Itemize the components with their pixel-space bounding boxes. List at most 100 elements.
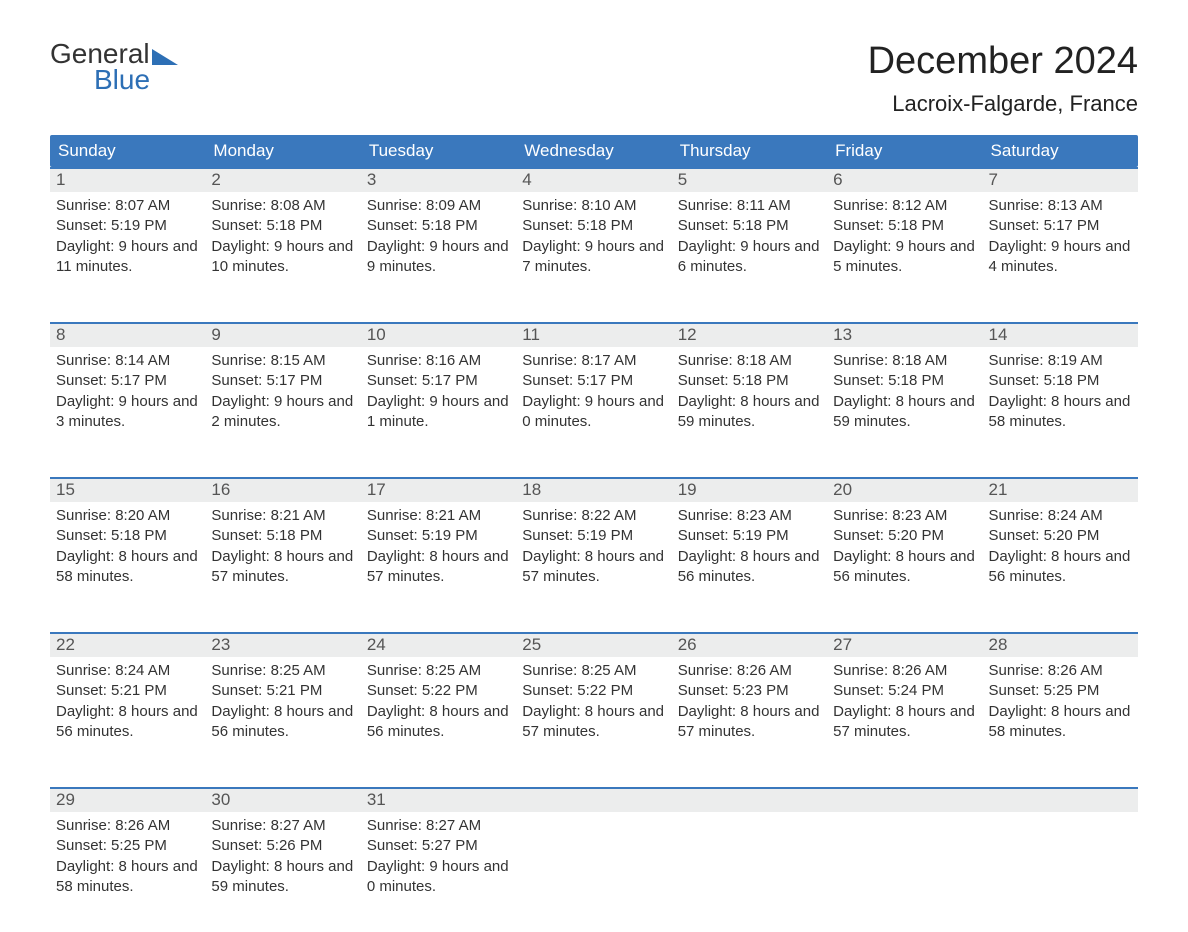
calendar-cell: Sunrise: 8:11 AMSunset: 5:18 PMDaylight:… — [672, 192, 827, 312]
sunset-text: Sunset: 5:18 PM — [678, 216, 821, 236]
sunrise-text: Sunrise: 8:14 AM — [56, 351, 199, 371]
daynum-row: 293031 — [50, 789, 1138, 812]
daylight-text: Daylight: 8 hours and 57 minutes. — [522, 702, 665, 743]
calendar-cell: Sunrise: 8:09 AMSunset: 5:18 PMDaylight:… — [361, 192, 516, 312]
day-header: Friday — [827, 135, 982, 167]
daylight-text: Daylight: 8 hours and 56 minutes. — [833, 547, 976, 588]
day-number: 17 — [361, 479, 516, 502]
title-block: December 2024 Lacroix-Falgarde, France — [868, 40, 1138, 117]
day-number: 9 — [205, 324, 360, 347]
week-row: 15161718192021Sunrise: 8:20 AMSunset: 5:… — [50, 477, 1138, 622]
sunrise-text: Sunrise: 8:25 AM — [367, 661, 510, 681]
day-header: Tuesday — [361, 135, 516, 167]
daylight-text: Daylight: 8 hours and 58 minutes. — [989, 392, 1132, 433]
day-header-row: SundayMondayTuesdayWednesdayThursdayFrid… — [50, 135, 1138, 167]
calendar-cell — [516, 812, 671, 932]
sunset-text: Sunset: 5:18 PM — [989, 371, 1132, 391]
daylight-text: Daylight: 9 hours and 5 minutes. — [833, 237, 976, 278]
sunset-text: Sunset: 5:25 PM — [56, 836, 199, 856]
day-header: Monday — [205, 135, 360, 167]
sunset-text: Sunset: 5:19 PM — [56, 216, 199, 236]
calendar-cell — [672, 812, 827, 932]
logo: General Blue — [50, 40, 178, 94]
sunrise-text: Sunrise: 8:26 AM — [833, 661, 976, 681]
calendar-cell: Sunrise: 8:23 AMSunset: 5:20 PMDaylight:… — [827, 502, 982, 622]
daylight-text: Daylight: 9 hours and 11 minutes. — [56, 237, 199, 278]
day-number: 15 — [50, 479, 205, 502]
sunset-text: Sunset: 5:18 PM — [522, 216, 665, 236]
day-number: 23 — [205, 634, 360, 657]
day-number: 8 — [50, 324, 205, 347]
calendar-cell — [827, 812, 982, 932]
sunset-text: Sunset: 5:18 PM — [678, 371, 821, 391]
calendar-cell: Sunrise: 8:27 AMSunset: 5:27 PMDaylight:… — [361, 812, 516, 932]
calendar-cell: Sunrise: 8:22 AMSunset: 5:19 PMDaylight:… — [516, 502, 671, 622]
day-number — [516, 789, 671, 812]
calendar-cell: Sunrise: 8:17 AMSunset: 5:17 PMDaylight:… — [516, 347, 671, 467]
header: General Blue December 2024 Lacroix-Falga… — [50, 40, 1138, 117]
day-number: 20 — [827, 479, 982, 502]
logo-triangle-icon — [152, 49, 178, 65]
calendar-cell: Sunrise: 8:26 AMSunset: 5:25 PMDaylight:… — [50, 812, 205, 932]
day-number: 1 — [50, 169, 205, 192]
day-number: 6 — [827, 169, 982, 192]
calendar-cell: Sunrise: 8:16 AMSunset: 5:17 PMDaylight:… — [361, 347, 516, 467]
calendar-cell: Sunrise: 8:18 AMSunset: 5:18 PMDaylight:… — [827, 347, 982, 467]
daylight-text: Daylight: 8 hours and 57 minutes. — [678, 702, 821, 743]
calendar-cell: Sunrise: 8:13 AMSunset: 5:17 PMDaylight:… — [983, 192, 1138, 312]
month-title: December 2024 — [868, 40, 1138, 83]
calendar-cell: Sunrise: 8:25 AMSunset: 5:22 PMDaylight:… — [516, 657, 671, 777]
calendar-cell: Sunrise: 8:14 AMSunset: 5:17 PMDaylight:… — [50, 347, 205, 467]
daynum-row: 1234567 — [50, 169, 1138, 192]
day-header: Thursday — [672, 135, 827, 167]
daylight-text: Daylight: 9 hours and 0 minutes. — [367, 857, 510, 898]
daylight-text: Daylight: 8 hours and 56 minutes. — [211, 702, 354, 743]
daylight-text: Daylight: 9 hours and 10 minutes. — [211, 237, 354, 278]
sunrise-text: Sunrise: 8:17 AM — [522, 351, 665, 371]
sunset-text: Sunset: 5:18 PM — [833, 216, 976, 236]
day-number: 18 — [516, 479, 671, 502]
day-number: 30 — [205, 789, 360, 812]
calendar-cell: Sunrise: 8:21 AMSunset: 5:18 PMDaylight:… — [205, 502, 360, 622]
daylight-text: Daylight: 9 hours and 0 minutes. — [522, 392, 665, 433]
day-number — [983, 789, 1138, 812]
sunrise-text: Sunrise: 8:21 AM — [367, 506, 510, 526]
sunrise-text: Sunrise: 8:24 AM — [56, 661, 199, 681]
daylight-text: Daylight: 8 hours and 56 minutes. — [678, 547, 821, 588]
calendar-cell: Sunrise: 8:20 AMSunset: 5:18 PMDaylight:… — [50, 502, 205, 622]
day-number: 28 — [983, 634, 1138, 657]
sunset-text: Sunset: 5:24 PM — [833, 681, 976, 701]
week-row: 293031Sunrise: 8:26 AMSunset: 5:25 PMDay… — [50, 787, 1138, 932]
daylight-text: Daylight: 8 hours and 59 minutes. — [678, 392, 821, 433]
day-number: 24 — [361, 634, 516, 657]
sunset-text: Sunset: 5:17 PM — [989, 216, 1132, 236]
sunset-text: Sunset: 5:23 PM — [678, 681, 821, 701]
sunset-text: Sunset: 5:25 PM — [989, 681, 1132, 701]
sunrise-text: Sunrise: 8:24 AM — [989, 506, 1132, 526]
daylight-text: Daylight: 8 hours and 56 minutes. — [989, 547, 1132, 588]
sunrise-text: Sunrise: 8:19 AM — [989, 351, 1132, 371]
sunrise-text: Sunrise: 8:26 AM — [56, 816, 199, 836]
calendar-cell: Sunrise: 8:25 AMSunset: 5:21 PMDaylight:… — [205, 657, 360, 777]
calendar-cell: Sunrise: 8:26 AMSunset: 5:25 PMDaylight:… — [983, 657, 1138, 777]
daylight-text: Daylight: 8 hours and 57 minutes. — [833, 702, 976, 743]
sunrise-text: Sunrise: 8:23 AM — [833, 506, 976, 526]
sunset-text: Sunset: 5:26 PM — [211, 836, 354, 856]
daylight-text: Daylight: 8 hours and 58 minutes. — [56, 857, 199, 898]
sunset-text: Sunset: 5:18 PM — [56, 526, 199, 546]
sunrise-text: Sunrise: 8:10 AM — [522, 196, 665, 216]
calendar-cell: Sunrise: 8:25 AMSunset: 5:22 PMDaylight:… — [361, 657, 516, 777]
day-number — [672, 789, 827, 812]
calendar: SundayMondayTuesdayWednesdayThursdayFrid… — [50, 135, 1138, 932]
sunrise-text: Sunrise: 8:25 AM — [522, 661, 665, 681]
day-number: 10 — [361, 324, 516, 347]
day-number: 27 — [827, 634, 982, 657]
day-number: 2 — [205, 169, 360, 192]
week-row: 22232425262728Sunrise: 8:24 AMSunset: 5:… — [50, 632, 1138, 777]
calendar-cell: Sunrise: 8:18 AMSunset: 5:18 PMDaylight:… — [672, 347, 827, 467]
calendar-cell: Sunrise: 8:08 AMSunset: 5:18 PMDaylight:… — [205, 192, 360, 312]
sunset-text: Sunset: 5:18 PM — [211, 216, 354, 236]
daylight-text: Daylight: 8 hours and 56 minutes. — [367, 702, 510, 743]
sunrise-text: Sunrise: 8:18 AM — [833, 351, 976, 371]
daylight-text: Daylight: 8 hours and 58 minutes. — [989, 702, 1132, 743]
